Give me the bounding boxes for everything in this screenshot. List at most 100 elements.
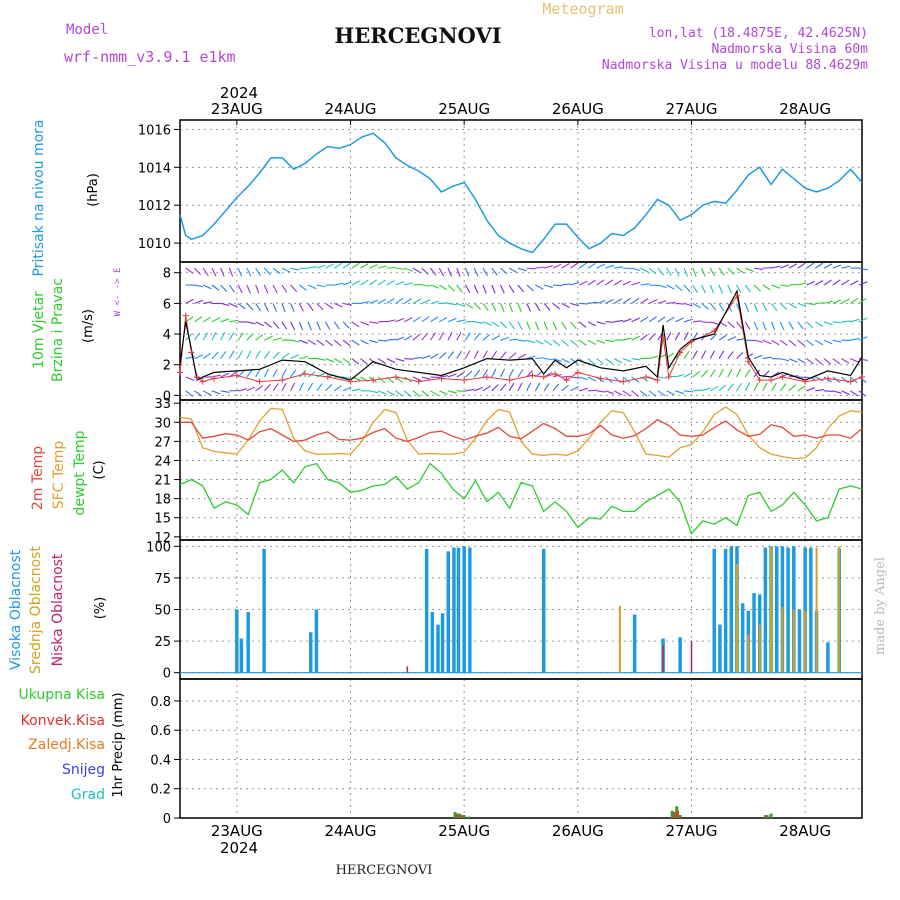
y-tick-label: 2	[163, 359, 171, 374]
wind-arrow	[456, 267, 461, 277]
mid-cloud-bar	[838, 546, 841, 673]
wind-arrow	[334, 262, 343, 269]
wind-arrow	[709, 284, 715, 294]
sfc-axis-label: SFC Temp	[51, 441, 67, 510]
wind-arrow	[438, 284, 448, 291]
wind-arrow	[753, 382, 759, 392]
wind-arrow	[631, 335, 640, 341]
wind-arrow	[325, 358, 335, 363]
wind-arrow	[185, 376, 195, 381]
wind-arrow	[613, 298, 623, 304]
wind-arrow	[438, 267, 445, 277]
wind-arrow	[351, 280, 361, 286]
wind-arrow	[709, 333, 718, 341]
wind-arrow	[500, 321, 508, 329]
bottom-date-label: 28AUG	[779, 822, 831, 840]
wind-arrow	[281, 303, 286, 312]
wind-arrow	[211, 284, 220, 291]
high-cloud-bar	[752, 593, 756, 673]
wind-arrow	[386, 319, 396, 323]
wind-arrow	[648, 299, 658, 304]
wind-arrow	[421, 332, 428, 341]
wind-arrow	[211, 390, 221, 395]
wind-arrow	[814, 280, 824, 286]
wind-arrow	[491, 384, 499, 392]
wind-arrow	[447, 331, 453, 341]
wind-arrow	[412, 316, 421, 323]
wind-arrow	[587, 376, 597, 382]
wind-arrow	[272, 321, 280, 329]
model-elevation-label: Nadmorska Visina u modelu 88.4629m	[602, 58, 868, 73]
wind-arrow	[193, 332, 201, 341]
wind-arrow	[290, 354, 299, 360]
wind-arrow	[395, 267, 405, 270]
wind-speed-line	[179, 289, 863, 382]
wind-arrow	[850, 318, 860, 323]
wind-arrow	[377, 358, 386, 364]
wind-arrow	[482, 267, 489, 277]
wind-arrow	[596, 300, 606, 304]
wind-arrow	[334, 282, 344, 286]
pressure-line	[179, 132, 863, 254]
wind-arrow	[272, 284, 278, 294]
wind-arrow	[465, 302, 474, 309]
y-tick-label: 100	[146, 540, 171, 555]
high-cloud-bar	[729, 546, 734, 673]
wind-arrow	[570, 376, 580, 379]
wind-arrow	[832, 279, 841, 286]
wind-arrow	[263, 267, 271, 276]
wind-arrow	[640, 267, 649, 273]
wind-arrow	[744, 303, 750, 312]
pressure-axis-label: Pritisak na nivou mora	[31, 119, 47, 276]
wind-arrow	[491, 267, 498, 276]
wind-arrow	[351, 321, 360, 328]
wind-arrow	[736, 321, 743, 330]
wind-arrow	[770, 321, 776, 331]
y-tick-label: 1010	[138, 237, 171, 252]
wind-arrow	[534, 382, 541, 392]
wind-arrow	[342, 281, 352, 286]
wind-arrow	[447, 317, 457, 323]
wind-arrow	[736, 284, 742, 294]
wind-arrow	[578, 321, 587, 328]
precip-total-bar	[462, 815, 466, 818]
high-cloud-bar	[424, 548, 429, 673]
wind-arrow	[421, 355, 431, 360]
wind-arrow	[228, 267, 234, 277]
wind-arrow	[692, 370, 701, 378]
wind-arrow	[587, 279, 596, 286]
wind-arrow	[858, 317, 868, 323]
mid-cloud-bar	[618, 605, 621, 673]
wind-arrow	[639, 390, 648, 398]
wind-arrow	[544, 284, 553, 289]
wind-arrow	[543, 339, 552, 346]
wind-arrow	[675, 317, 684, 323]
wind-arrow	[727, 383, 735, 392]
y-tick-label: 50	[154, 604, 171, 619]
wind-arrow	[552, 339, 561, 347]
wind-arrow	[377, 265, 387, 269]
wind-arrow	[753, 354, 763, 360]
wind-arrow	[447, 351, 455, 359]
mid-cloud-bar	[747, 634, 750, 673]
wind-arrow	[185, 298, 194, 304]
wind-arrow	[578, 376, 588, 381]
wind-arrow	[657, 390, 666, 397]
precip-total-bar	[458, 813, 462, 818]
wind-arrow	[692, 350, 698, 359]
wind-arrow	[762, 339, 772, 345]
wind-arrow	[596, 321, 606, 325]
mid-cloud-axis-label: Srednja Oblacnost	[28, 546, 44, 674]
mid-cloud-bar	[792, 609, 795, 673]
wind-arrow	[386, 298, 395, 304]
wind-arrow	[543, 321, 549, 331]
wind-arrow	[517, 382, 523, 392]
wind-arrow	[701, 267, 706, 277]
wind-arrow	[237, 284, 243, 294]
wind-arrow	[814, 321, 824, 327]
wind-axis-sublabel: Brzina i Pravac	[50, 278, 66, 382]
wind-arrow	[526, 339, 536, 344]
wind-arrow	[727, 267, 735, 275]
wind-arrow	[692, 320, 702, 323]
wind-arrow	[578, 339, 587, 346]
